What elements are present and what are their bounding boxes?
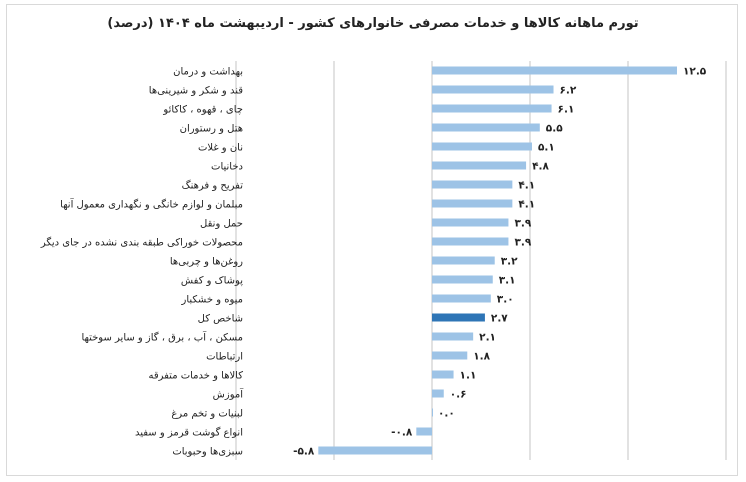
category-label: قند و شکر و شیرینی‌ها: [149, 86, 243, 97]
category-label: سبزی‌ها وحبوبات: [172, 447, 243, 458]
data-label: ۳.۲: [501, 256, 518, 268]
category-label: محصولات خوراکی طبقه بندی نشده در جای دیگ…: [40, 237, 243, 249]
chart-title: تورم ماهانه کالاها و خدمات مصرفی خانواره…: [107, 16, 639, 31]
category-label: کالاها و خدمات متفرقه: [148, 371, 243, 382]
data-label: ۵.۵: [546, 123, 563, 135]
bar: [416, 427, 432, 436]
data-label: ۱۲.۵: [683, 66, 707, 78]
category-label: نان و غلات: [198, 143, 243, 154]
data-label: ۱.۸: [473, 351, 490, 363]
data-label: ۳.۹: [514, 237, 531, 249]
category-label: مبلمان و لوازم خانگی و نگهداری معمول آنه…: [60, 198, 243, 211]
data-label: ۳.۰: [497, 294, 514, 306]
category-label: دخانیات: [211, 162, 243, 173]
category-label: روغن‌ها و چربی‌ها: [170, 257, 243, 268]
category-label: ارتباطات: [206, 352, 243, 363]
category-label: میوه و خشکبار: [181, 295, 243, 306]
bar: [318, 446, 432, 455]
category-label: انواع گوشت قرمز و سفید: [135, 427, 243, 439]
data-label: ۱.۱: [460, 370, 477, 382]
bar: [432, 351, 468, 360]
bar: [432, 161, 527, 170]
bar: [432, 123, 540, 132]
data-label: ۴.۸: [532, 161, 549, 173]
category-label: تفریح و فرهنگ: [182, 180, 244, 192]
data-label: ۳.۹: [514, 218, 531, 230]
bar: [432, 142, 532, 151]
bar: [432, 389, 444, 398]
bar: [432, 180, 513, 189]
data-label: ۶.۱: [558, 104, 575, 116]
category-label: شاخص کل: [198, 314, 243, 325]
data-label: -۰.۸: [391, 427, 413, 439]
bar: [432, 332, 474, 341]
data-label: ۶.۲: [560, 85, 577, 97]
data-label: ۲.۷: [491, 313, 508, 325]
data-label: ۲.۱: [479, 332, 496, 344]
data-label: ۰.۰: [438, 408, 455, 420]
bar: [432, 237, 509, 246]
category-label: هتل و رستوران: [180, 124, 243, 135]
category-label: پوشاک و کفش: [181, 276, 243, 287]
category-label: آموزش: [213, 388, 245, 401]
bar: [432, 199, 513, 208]
bar: [432, 408, 433, 417]
bar: [432, 256, 495, 265]
bar: [432, 370, 454, 379]
category-label: مسکن ، آب ، برق ، گاز و سایر سوختها: [81, 331, 243, 344]
bar: [432, 275, 493, 284]
bar: [432, 313, 485, 322]
data-label: ۴.۱: [518, 199, 535, 211]
data-label: ۴.۱: [518, 180, 535, 192]
data-label: -۵.۸: [293, 446, 315, 458]
category-label: چای ، قهوه ، کاکائو: [162, 105, 243, 116]
bar: [432, 294, 491, 303]
bar: [432, 66, 677, 75]
bar: [432, 218, 509, 227]
data-label: ۰.۶: [450, 389, 467, 401]
bar: [432, 104, 552, 113]
bar: [432, 85, 554, 94]
category-label: بهداشت و درمان: [173, 67, 243, 78]
category-label: حمل ونقل: [200, 219, 243, 230]
data-label: ۳.۱: [499, 275, 516, 287]
category-label: لبنیات و تخم مرغ: [171, 409, 243, 420]
data-label: ۵.۱: [538, 142, 555, 154]
chart-frame: [6, 4, 738, 476]
